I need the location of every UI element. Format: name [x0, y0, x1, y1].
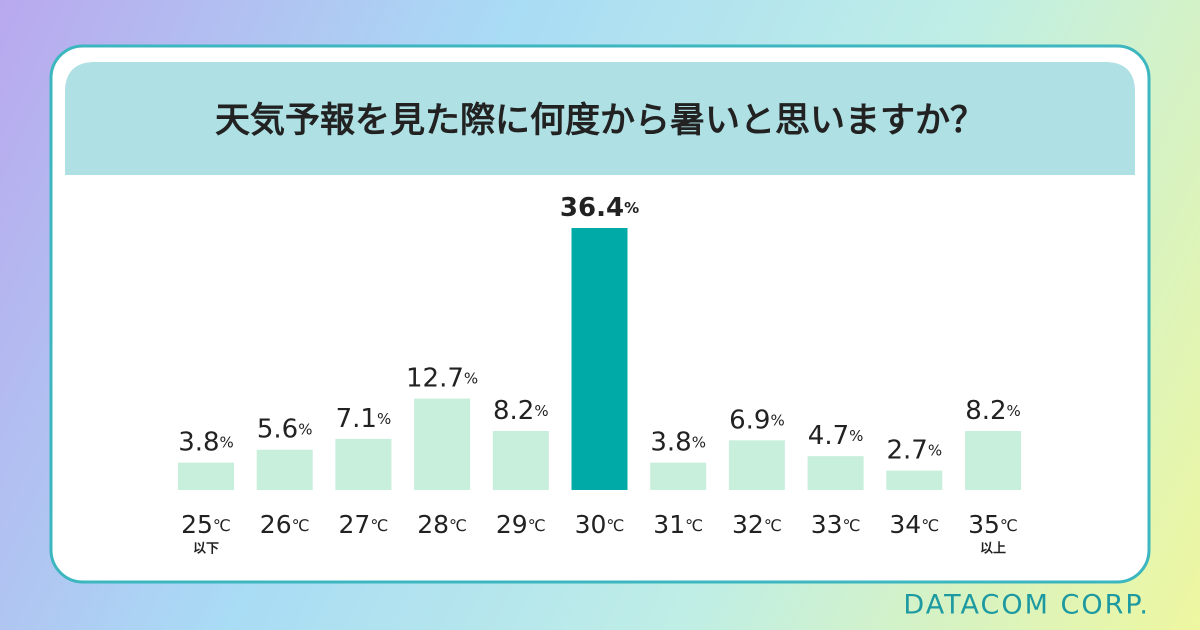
x-tick-label: 28℃ [417, 510, 467, 539]
bar [414, 398, 471, 490]
x-tick-label: 26℃ [260, 510, 310, 539]
x-tick-label: 25℃ [181, 510, 231, 539]
x-tick-label: 35℃ [968, 510, 1018, 539]
bar [335, 438, 392, 490]
value-label: 12.7% [406, 363, 478, 393]
x-tick-label: 29℃ [496, 510, 546, 539]
bar [178, 462, 234, 490]
brand: DATACOM CORP. [903, 590, 1150, 621]
value-label: 8.2% [493, 395, 549, 425]
value-label: 3.8% [178, 427, 234, 457]
bar [965, 430, 1021, 490]
bar [650, 462, 707, 490]
value-label: 2.7% [886, 435, 942, 465]
x-tick-sublabel: 以下 [193, 542, 219, 557]
x-tick-sublabel: 以上 [980, 542, 1006, 557]
header-band [65, 62, 1135, 175]
bar [807, 456, 864, 490]
x-tick-label: 34℃ [889, 510, 939, 539]
bar [886, 470, 943, 490]
value-label: 5.6% [257, 414, 313, 444]
value-label: 7.1% [336, 403, 392, 433]
x-tick-label: 33℃ [811, 510, 861, 539]
bar [492, 430, 549, 490]
x-tick-label: 32℃ [732, 510, 782, 539]
value-label: 4.7% [808, 421, 864, 451]
value-label: 3.8% [650, 427, 706, 457]
chart-title: 天気予報を見た際に何度から暑いと思いますか？ [215, 101, 985, 141]
x-tick-label: 27℃ [339, 510, 389, 539]
value-label: 8.2% [965, 395, 1021, 425]
value-label: 6.9% [729, 405, 785, 435]
x-tick-label: 30℃ [575, 510, 625, 539]
bar [571, 228, 628, 490]
bar [256, 449, 313, 490]
bar [728, 440, 785, 490]
x-tick-label: 31℃ [653, 510, 703, 539]
value-label: 36.4% [560, 193, 639, 223]
